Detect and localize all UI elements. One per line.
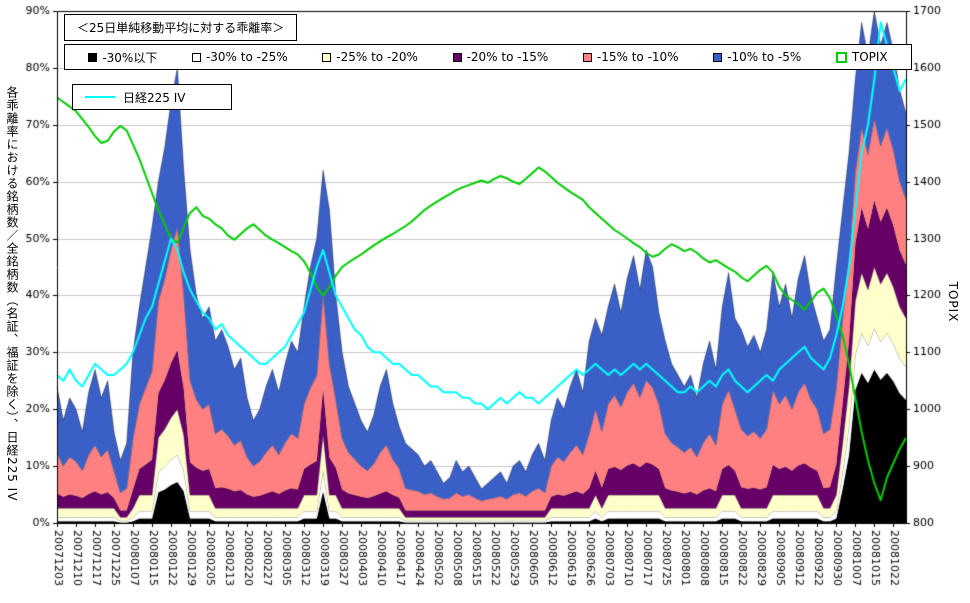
legend-label: -30%以下 <box>102 50 158 65</box>
chart-title: ＜25日単純移動平均に対する乖離率＞ <box>77 21 285 35</box>
legend-label: -15% to -10% <box>596 50 679 64</box>
legend-box-swatch <box>582 52 592 62</box>
legend-box-swatch <box>322 52 332 62</box>
legend-item-4: -20% to -15% <box>452 50 549 64</box>
legend-label: -25% to -20% <box>336 50 418 64</box>
legend-item-3: -25% to -20% <box>322 50 418 64</box>
chart-title-box: ＜25日単純移動平均に対する乖離率＞ <box>64 14 298 41</box>
legend-item-5: -15% to -10% <box>582 50 679 64</box>
legend-item-1: -30%以下 <box>88 49 157 66</box>
iv-line-swatch <box>85 96 115 98</box>
legend-box-swatch <box>713 52 723 62</box>
legend-label: -20% to -15% <box>466 50 549 64</box>
legend-box-swatch <box>88 52 98 62</box>
legend-marker-swatch <box>835 51 847 63</box>
left-axis-title: 各乖離率における銘柄数／全銘柄数（名証、福証を除く）、日経225 IV <box>5 85 19 501</box>
legend-item-7: TOPIX <box>835 50 888 64</box>
legend-label: -30% to -25% <box>205 50 288 64</box>
right-axis-title: TOPIX <box>946 281 960 322</box>
iv-legend: 日経225 IV <box>72 84 232 110</box>
legend-label: -10% to -5% <box>727 50 802 64</box>
legend-item-6: -10% to -5% <box>713 50 801 64</box>
series-legend: -30%以下 -30% to -25% -25% to -20% -20% to -1… <box>64 44 912 70</box>
iv-legend-label: 日経225 IV <box>123 90 186 105</box>
legend-label: TOPIX <box>851 50 888 64</box>
legend-item-2: -30% to -25% <box>191 50 288 64</box>
legend-box-swatch <box>452 52 462 62</box>
legend-box-swatch <box>191 52 201 62</box>
